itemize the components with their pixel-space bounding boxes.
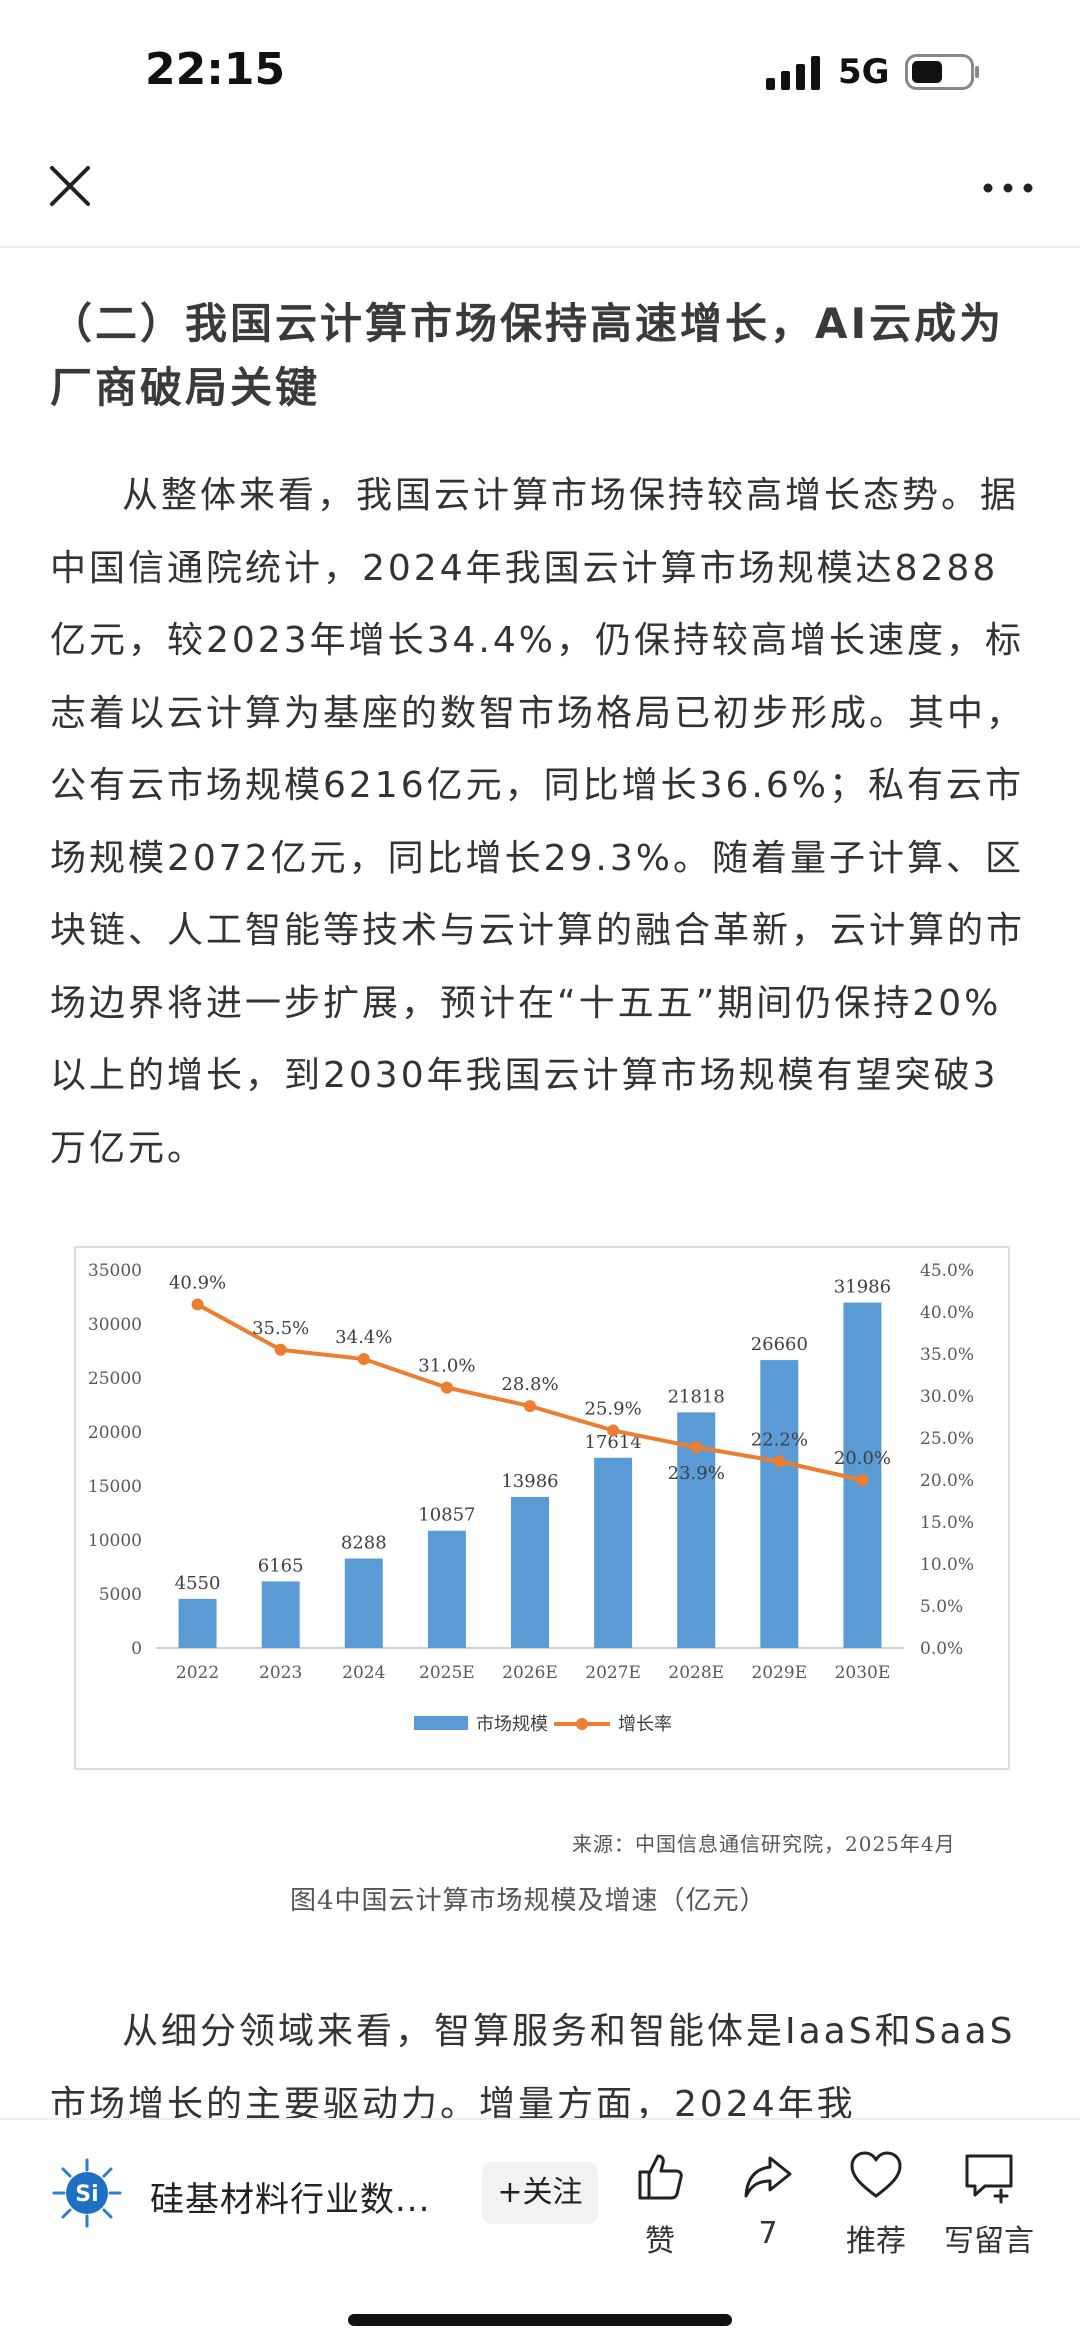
x-tick-label: 2027E <box>585 1663 641 1683</box>
comment-label: 写留言 <box>944 2224 1034 2259</box>
chart-bar <box>427 1530 466 1648</box>
growth-rate-label: 31.0% <box>418 1356 475 1377</box>
growth-rate-point <box>607 1424 620 1437</box>
article-paragraph-2: 从细分领域来看，智算服务和智能体是IaaS和SaaS市场增长的主要驱动力。增量方… <box>50 2011 1016 2125</box>
y-left-tick-label: 0 <box>131 1639 142 1659</box>
follow-button[interactable]: +关注 <box>482 2162 598 2224</box>
chart-bar <box>511 1496 549 1648</box>
y-left-tick-label: 25000 <box>88 1369 142 1389</box>
x-tick-label: 2022 <box>176 1663 219 1683</box>
y-right-tick-label: 20.0% <box>920 1471 974 1491</box>
growth-rate-point <box>690 1441 703 1454</box>
y-right-tick-label: 0.0% <box>920 1639 963 1659</box>
growth-rate-point <box>440 1381 453 1394</box>
y-right-tick-label: 45.0% <box>920 1261 974 1281</box>
x-tick-label: 2024 <box>342 1663 385 1683</box>
chart-caption: 图4中国云计算市场规模及增速（亿元） <box>290 1886 767 1916</box>
x-tick-label: 2029E <box>751 1663 807 1683</box>
legend-bar-swatch <box>414 1716 468 1730</box>
section-title: （二）我国云计算市场保持高速增长，AI云成为厂商破局关键 <box>50 299 1005 412</box>
growth-rate-label: 23.9% <box>668 1463 725 1484</box>
y-left-tick-label: 5000 <box>99 1585 142 1605</box>
like-label: 赞 <box>645 2224 675 2259</box>
growth-rate-point <box>191 1298 204 1311</box>
x-tick-label: 2028E <box>668 1663 724 1683</box>
account-logo[interactable]: Si <box>50 2156 124 2230</box>
chart-bar <box>261 1581 300 1648</box>
chart-canvas: 0 5000 10000 15000 20000 25000 30000 35000 0.0% 5… <box>88 1261 974 1735</box>
growth-rate-label: 28.8% <box>501 1374 558 1395</box>
bar-value-label: 4550 <box>175 1573 221 1594</box>
recommend-button[interactable]: 推荐 <box>826 2148 926 2260</box>
status-time: 22:15 <box>145 44 286 95</box>
growth-rate-label: 20.0% <box>834 1448 891 1469</box>
comment-icon <box>965 2154 1013 2204</box>
x-tick-label: 2030E <box>835 1663 891 1683</box>
network-type: 5G <box>838 52 890 92</box>
more-options-icon[interactable] <box>980 168 1036 208</box>
y-left-tick-label: 15000 <box>88 1477 142 1497</box>
status-bar: 22:15 5G <box>0 0 1080 150</box>
x-tick-label: 2026E <box>502 1663 558 1683</box>
growth-rate-label: 22.2% <box>751 1430 808 1451</box>
growth-rate-point <box>357 1353 370 1366</box>
battery-icon <box>905 54 979 90</box>
share-icon <box>744 2156 792 2198</box>
chart-bar <box>344 1558 383 1648</box>
bottom-action-bar: Si 硅基材料行业数... +关注 赞 7 推荐 写留言 <box>0 2118 1080 2343</box>
growth-rate-label: 34.4% <box>335 1327 392 1348</box>
legend-label: 增长率 <box>618 1714 672 1735</box>
share-count: 7 <box>758 2216 778 2251</box>
account-logo-text: Si <box>75 2182 98 2207</box>
nav-bar <box>0 150 1080 248</box>
signal-icon <box>766 56 820 90</box>
home-indicator <box>348 2314 732 2326</box>
bar-value-label: 8288 <box>341 1532 387 1553</box>
growth-rate-label: 40.9% <box>169 1272 226 1293</box>
y-right-tick-label: 40.0% <box>920 1303 974 1323</box>
y-right-tick-label: 10.0% <box>920 1555 974 1575</box>
bar-value-label: 21818 <box>668 1386 725 1407</box>
growth-rate-label: 35.5% <box>252 1318 309 1339</box>
heart-icon <box>850 2151 902 2198</box>
y-right-tick-label: 30.0% <box>920 1387 974 1407</box>
y-left-tick-label: 35000 <box>88 1261 142 1281</box>
bar-value-label: 10857 <box>418 1505 475 1526</box>
legend-label: 市场规模 <box>476 1714 548 1735</box>
thumbs-up-icon <box>638 2154 683 2200</box>
chart-bar <box>178 1598 217 1648</box>
growth-rate-point <box>524 1400 536 1413</box>
bar-value-label: 17614 <box>584 1432 641 1453</box>
growth-rate-point <box>773 1455 786 1468</box>
growth-rate-point <box>856 1474 869 1486</box>
y-right-tick-label: 35.0% <box>920 1345 974 1365</box>
x-tick-label: 2023 <box>259 1663 302 1683</box>
y-left-tick-label: 20000 <box>88 1423 142 1443</box>
article-paragraph: 从整体来看，我国云计算市场保持较高增长态势。据中国信通院统计，2024年我国云计… <box>50 475 1026 1169</box>
comment-button[interactable]: 写留言 <box>934 2148 1044 2260</box>
chart-figure: 0 5000 10000 15000 20000 25000 30000 35000 0.0% 5… <box>74 1246 1010 1770</box>
account-name[interactable]: 硅基材料行业数... <box>150 2180 431 2220</box>
y-left-tick-label: 10000 <box>88 1531 142 1551</box>
recommend-label: 推荐 <box>846 2224 906 2259</box>
y-right-tick-label: 15.0% <box>920 1513 974 1533</box>
chart-bar <box>594 1457 633 1648</box>
y-left-tick-label: 30000 <box>88 1315 142 1335</box>
bar-value-label: 13986 <box>501 1471 558 1492</box>
x-tick-label: 2025E <box>419 1663 475 1683</box>
growth-rate-point <box>274 1343 287 1356</box>
y-right-tick-label: 5.0% <box>920 1597 963 1617</box>
share-button[interactable]: 7 <box>718 2148 818 2251</box>
chart-bar <box>760 1360 799 1648</box>
bar-value-label: 6165 <box>258 1555 304 1576</box>
like-button[interactable]: 赞 <box>610 2148 710 2260</box>
close-icon[interactable] <box>44 160 96 212</box>
y-right-tick-label: 25.0% <box>920 1429 974 1449</box>
bar-value-label: 31986 <box>834 1277 891 1298</box>
article-content: （二）我国云计算市场保持高速增长，AI云成为厂商破局关键 从整体来看，我国云计算… <box>50 292 1030 1185</box>
growth-rate-label: 25.9% <box>585 1398 642 1419</box>
legend-line-marker <box>576 1718 588 1730</box>
chart-source: 来源：中国信息通信研究院，2025年4月 <box>572 1832 956 1856</box>
bar-value-label: 26660 <box>751 1334 808 1355</box>
